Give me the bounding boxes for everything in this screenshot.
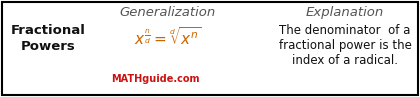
Text: fractional power is the: fractional power is the (278, 39, 412, 52)
Text: The denominator  of a: The denominator of a (279, 23, 411, 36)
Text: $x^{\frac{n}{d}} = \sqrt[d]{x^n}$: $x^{\frac{n}{d}} = \sqrt[d]{x^n}$ (134, 26, 202, 48)
Text: Generalization: Generalization (120, 6, 216, 19)
Text: index of a radical.: index of a radical. (292, 54, 398, 67)
Text: Fractional
Powers: Fractional Powers (10, 25, 85, 54)
Text: MATHguide.com: MATHguide.com (111, 74, 199, 84)
Text: Explanation: Explanation (306, 6, 384, 19)
